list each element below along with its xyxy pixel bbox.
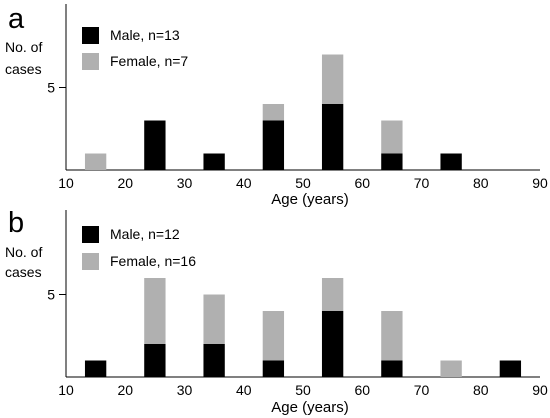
x-axis-label: Age (years) xyxy=(271,399,349,416)
legend-label-male: Male, n=13 xyxy=(110,27,180,43)
x-tick-label: 10 xyxy=(58,382,74,398)
bar-male-40-49 xyxy=(262,120,285,170)
legend-label-male: Male, n=12 xyxy=(110,226,180,242)
x-tick-label: 10 xyxy=(58,175,74,191)
bar-female-40-49 xyxy=(262,104,285,121)
y-tick-label: 5 xyxy=(47,80,55,96)
bar-male-60-69 xyxy=(381,360,403,377)
x-tick-label: 80 xyxy=(473,382,489,398)
bar-female-40-49 xyxy=(262,311,285,361)
legend-label-female: Female, n=16 xyxy=(110,253,196,269)
panel-b: b No. of cases Age (years) Male, n=12 Fe… xyxy=(5,207,548,416)
bar-male-40-49 xyxy=(262,360,285,377)
x-tick-label: 50 xyxy=(295,175,311,191)
x-tick-label: 70 xyxy=(414,175,430,191)
x-tick-label: 40 xyxy=(236,382,252,398)
bar-female-10-19 xyxy=(84,153,107,170)
x-tick-label: 70 xyxy=(414,382,430,398)
x-tick-label: 40 xyxy=(236,175,252,191)
legend-swatch-male xyxy=(82,226,99,243)
legend-label-female: Female, n=7 xyxy=(110,53,188,69)
bar-male-20-29 xyxy=(144,120,166,170)
x-tick-label: 30 xyxy=(177,382,193,398)
legend-swatch-female xyxy=(82,53,99,70)
bar-female-70-79 xyxy=(440,360,462,377)
legend-swatch-female xyxy=(82,253,99,270)
x-tick-label: 30 xyxy=(177,175,193,191)
y-tick-label: 5 xyxy=(47,287,55,303)
panel-letter: b xyxy=(8,207,24,239)
panel-letter: a xyxy=(8,3,25,35)
panel-a: a No. of cases Age (years) Male, n=13 Fe… xyxy=(5,3,548,208)
x-tick-label: 80 xyxy=(473,175,489,191)
x-tick-label: 90 xyxy=(532,382,548,398)
bar-male-60-69 xyxy=(381,153,403,170)
bar-female-60-69 xyxy=(381,120,403,154)
bar-female-20-29 xyxy=(144,278,166,344)
y-axis-label-line-2: cases xyxy=(5,264,42,280)
bar-female-60-69 xyxy=(381,311,403,361)
bar-male-80-89 xyxy=(499,360,522,377)
bar-male-70-79 xyxy=(440,153,462,170)
y-axis-label-line-2: cases xyxy=(5,61,42,77)
x-tick-label: 20 xyxy=(117,175,133,191)
bar-female-30-39 xyxy=(203,294,225,344)
bar-male-10-19 xyxy=(84,360,107,377)
x-tick-label: 60 xyxy=(354,175,370,191)
bar-female-50-59 xyxy=(321,54,344,104)
plot-area-b: 10 20 30 40 50 60 70 80 90 5 xyxy=(47,210,548,398)
x-tick-label: 60 xyxy=(354,382,370,398)
y-axis-label-line-1: No. of xyxy=(5,39,42,55)
bar-male-30-39 xyxy=(203,344,225,377)
bar-female-50-59 xyxy=(321,278,344,311)
plot-area-a: 10 20 30 40 50 60 70 80 90 5 xyxy=(47,4,548,191)
bar-male-20-29 xyxy=(144,344,166,377)
x-tick-label: 90 xyxy=(532,175,548,191)
legend-swatch-male xyxy=(82,27,99,44)
bar-male-30-39 xyxy=(203,153,225,170)
bar-male-50-59 xyxy=(321,104,344,170)
bar-male-50-59 xyxy=(321,311,344,377)
x-tick-label: 50 xyxy=(295,382,311,398)
x-tick-label: 20 xyxy=(117,382,133,398)
x-axis-label: Age (years) xyxy=(271,191,349,208)
y-axis-label-line-1: No. of xyxy=(5,244,42,260)
